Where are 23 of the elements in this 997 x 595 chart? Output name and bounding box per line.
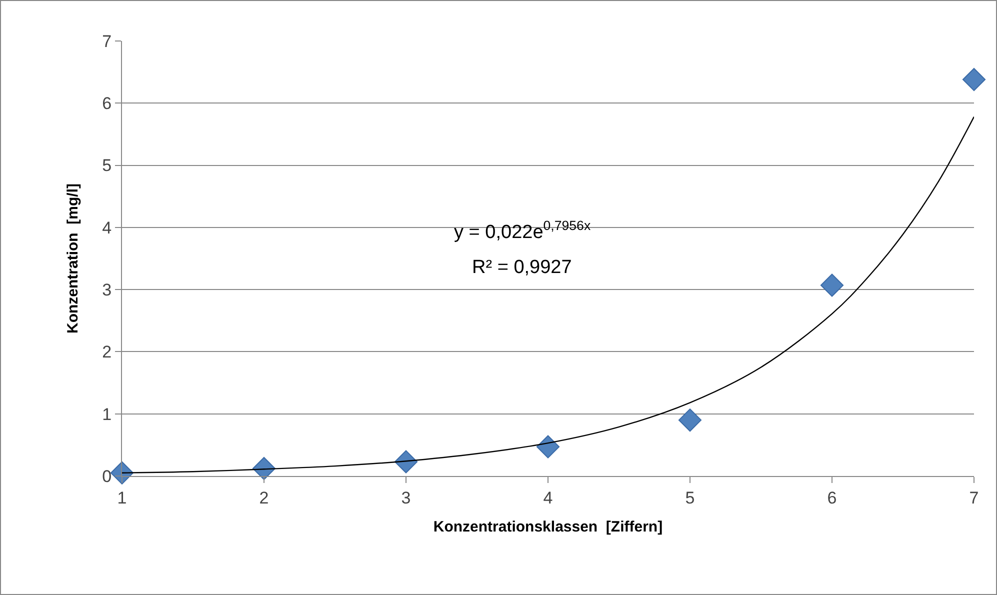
y-tick-label: 5 [102, 156, 112, 176]
y-tick-label: 0 [102, 466, 112, 486]
y-tick-label: 4 [102, 218, 112, 238]
x-tick-label: 5 [685, 488, 695, 508]
x-tick-label: 7 [969, 488, 979, 508]
y-tick-label: 7 [102, 32, 112, 51]
y-axis-title: Konzentration [mg/l] [64, 184, 82, 334]
x-tick-label: 2 [259, 488, 269, 508]
point [678, 408, 702, 432]
x-axis-title: Konzentrationsklassen [Ziffern] [433, 518, 663, 536]
y-tick-label: 1 [102, 404, 112, 424]
y-tick-label: 3 [102, 280, 112, 300]
x-tick-label: 4 [543, 488, 553, 508]
annotation: y = 0,022e$^{0,7956x}$ [454, 218, 591, 243]
y-tick-label: 6 [102, 94, 112, 114]
annotation: R² = 0,9927 [472, 257, 572, 278]
x-tick-label: 1 [117, 488, 127, 508]
x-tick-label: 6 [827, 488, 837, 508]
x-tick-label: 3 [401, 488, 411, 508]
point [536, 435, 560, 458]
y-tick-label: 2 [102, 342, 112, 362]
point [820, 274, 844, 297]
point [962, 68, 986, 92]
